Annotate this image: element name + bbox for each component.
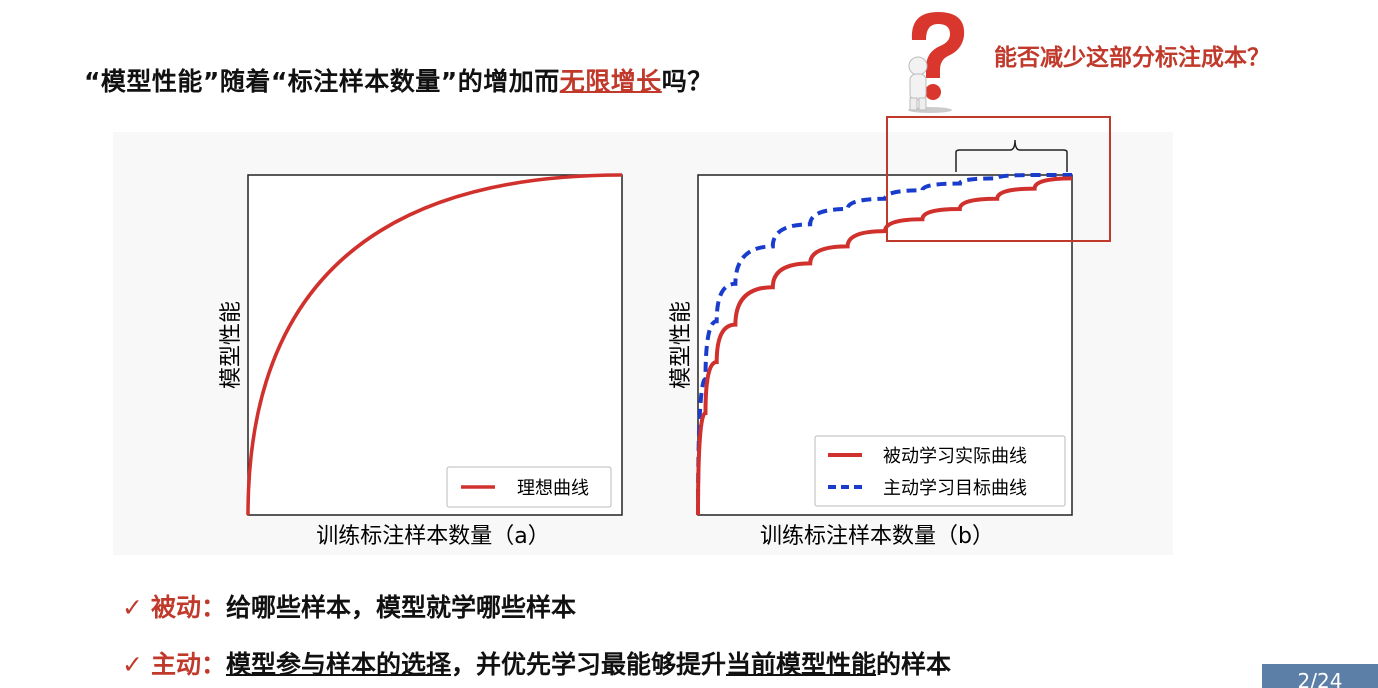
- chart-a-xlabel: 训练标注样本数量（a）: [316, 524, 549, 549]
- title-suffix: 吗？: [661, 67, 713, 96]
- legend-label-active: 主动学习目标曲线: [883, 478, 1027, 499]
- bullet-passive: ✓ 被动：给哪些样本，模型就学哪些样本: [122, 588, 576, 624]
- question-figure-icon: [896, 6, 982, 114]
- chart-b-passive-curve: [696, 176, 1073, 516]
- chart-a-legend: 理想曲线: [446, 466, 612, 508]
- check-icon: ✓: [122, 593, 143, 622]
- bullet-passive-text: 给哪些样本，模型就学哪些样本: [225, 593, 576, 622]
- bullet-active-text-ul2: 当前模型性能: [726, 650, 877, 679]
- title-prefix: “模型性能”随着“标注样本数量”的增加而: [84, 67, 560, 96]
- chart-a-frame: [247, 174, 623, 516]
- callout-text: 能否减少这部分标注成本？: [994, 45, 1270, 71]
- bullet-passive-keyword: 被动：: [150, 593, 226, 622]
- chart-b-legend: 被动学习实际曲线 主动学习目标曲线: [814, 435, 1066, 507]
- check-icon: ✓: [122, 650, 143, 679]
- legend-label-ideal: 理想曲线: [517, 478, 589, 499]
- brace-annotation: [955, 139, 1068, 172]
- chart-b-xlabel: 训练标注样本数量（b）: [760, 524, 994, 549]
- bullet-active: ✓ 主动：模型参与样本的选择，并优先学习最能够提升当前模型性能的样本: [122, 645, 951, 681]
- page-number: 2/24: [1262, 664, 1378, 688]
- bullet-active-text-mid: ，并优先学习最能够提升: [450, 650, 726, 679]
- bullet-active-keyword: 主动：: [150, 650, 226, 679]
- chart-a-ideal-line: [246, 173, 623, 516]
- chart-b: 模型性能 训练标注样本数量（b） 被动学习实际曲线 主动学习目标曲线: [669, 116, 1111, 549]
- highlight-box: [886, 116, 1111, 242]
- title-accent: 无限增长: [559, 67, 662, 96]
- chart-a-ylabel: 模型性能: [219, 301, 244, 389]
- bullet-active-text-end: 的样本: [876, 650, 952, 679]
- chart-a: 模型性能 训练标注样本数量（a） 理想曲线: [219, 173, 623, 549]
- slide-title: “模型性能”随着“标注样本数量”的增加而无限增长吗？: [84, 62, 713, 98]
- chart-b-ylabel: 模型性能: [669, 301, 694, 389]
- legend-label-passive: 被动学习实际曲线: [883, 446, 1027, 467]
- bullet-active-text-ul: 模型参与样本的选择: [225, 650, 451, 679]
